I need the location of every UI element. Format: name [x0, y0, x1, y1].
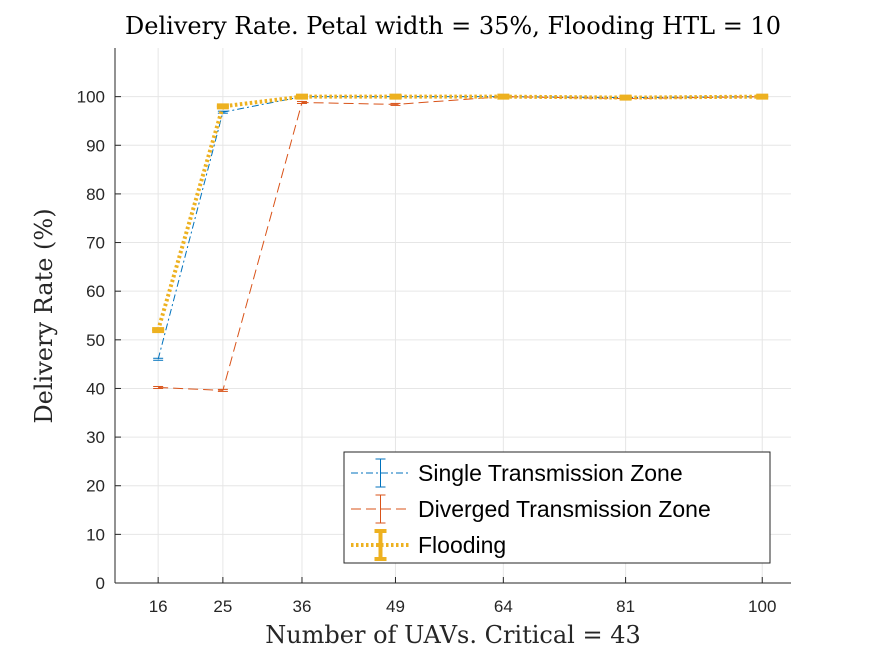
- legend-item: Diverged Transmission Zone: [351, 494, 711, 524]
- data-point: [152, 327, 165, 334]
- y-tick-label: 40: [86, 379, 105, 398]
- data-point: [756, 93, 769, 100]
- legend-item: Flooding: [351, 529, 506, 561]
- data-point: [295, 93, 308, 100]
- axes: [114, 48, 791, 584]
- y-tick-label: 100: [77, 88, 105, 107]
- y-tick-label: 20: [86, 477, 105, 496]
- y-tick-label: 70: [86, 234, 105, 253]
- data-point: [216, 103, 229, 110]
- x-tick-label: 36: [293, 597, 312, 616]
- x-axis-label: Number of UAVs. Critical = 43: [265, 621, 641, 649]
- legend-label: Diverged Transmission Zone: [418, 496, 711, 522]
- data-point: [619, 94, 632, 101]
- x-tick-label: 16: [149, 597, 168, 616]
- data-point: [153, 357, 164, 361]
- legend-items: Single Transmission Zone Diverged Transmi…: [351, 458, 711, 561]
- data-point: [497, 93, 510, 100]
- data-point: [217, 388, 228, 392]
- legend-label: Flooding: [418, 532, 506, 558]
- legend-label: Single Transmission Zone: [418, 460, 683, 486]
- series-2: [152, 93, 769, 334]
- y-tick-label: 30: [86, 428, 105, 447]
- y-tick-label: 90: [86, 136, 105, 155]
- y-tick-label: 50: [86, 331, 105, 350]
- y-tick-label: 60: [86, 282, 105, 301]
- chart-title: Delivery Rate. Petal width = 35%, Floodi…: [125, 12, 781, 40]
- x-tick-label: 100: [748, 597, 776, 616]
- y-tick-label: 0: [96, 574, 105, 593]
- legend-box: [343, 451, 771, 564]
- legend-item: Single Transmission Zone: [351, 458, 683, 488]
- series-line: [158, 96, 763, 391]
- data-point: [390, 102, 401, 106]
- x-tick-label: 64: [494, 597, 513, 616]
- series-layer: [152, 93, 769, 392]
- x-tick-label: 81: [616, 597, 635, 616]
- data-point: [153, 385, 164, 389]
- y-tick-label: 80: [86, 185, 105, 204]
- data-point: [389, 93, 402, 100]
- y-tick-label: 10: [86, 525, 105, 544]
- legend: Single Transmission Zone Diverged Transmi…: [343, 451, 771, 564]
- x-tick-label: 49: [386, 597, 405, 616]
- tick-labels: 16 25 36 49 64 81 100 0 10 20 30 40 50 60 70 80 90 100: [77, 88, 777, 616]
- x-tick-label: 25: [213, 597, 232, 616]
- y-axis-label: Delivery Rate (%): [30, 208, 58, 423]
- data-point: [296, 100, 307, 104]
